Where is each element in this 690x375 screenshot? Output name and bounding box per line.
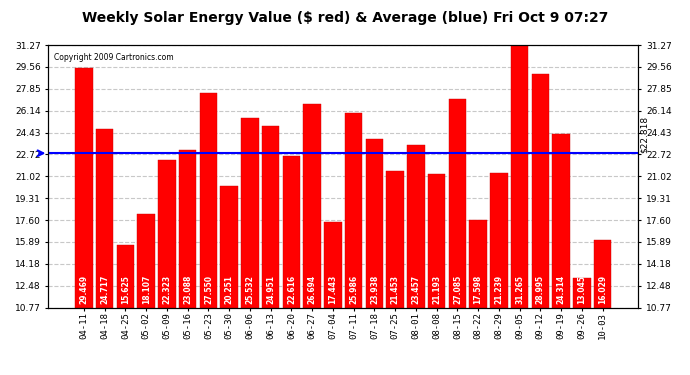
Text: Weekly Solar Energy Value ($ red) & Average (blue) Fri Oct 9 07:27: Weekly Solar Energy Value ($ red) & Aver… <box>82 11 608 25</box>
Bar <box>511 45 529 308</box>
Bar <box>573 278 591 308</box>
Text: 21.453: 21.453 <box>391 274 400 304</box>
Bar <box>179 150 197 308</box>
Text: 29.469: 29.469 <box>79 274 88 304</box>
Text: 21.193: 21.193 <box>432 274 441 304</box>
Text: 26.694: 26.694 <box>308 274 317 304</box>
Bar <box>552 134 570 308</box>
Text: Copyright 2009 Cartronics.com: Copyright 2009 Cartronics.com <box>55 53 174 62</box>
Text: 22.323: 22.323 <box>162 274 171 304</box>
Text: 17.598: 17.598 <box>473 274 482 304</box>
Bar <box>158 160 176 308</box>
Text: 23.088: 23.088 <box>183 274 193 304</box>
Text: $22.818: $22.818 <box>640 116 649 153</box>
Text: 31.265: 31.265 <box>515 274 524 304</box>
Bar <box>428 174 446 308</box>
Text: 20.251: 20.251 <box>225 274 234 304</box>
Text: 17.443: 17.443 <box>328 274 337 304</box>
Bar <box>220 186 238 308</box>
Text: 23.938: 23.938 <box>370 274 379 304</box>
Text: 21.239: 21.239 <box>494 274 504 304</box>
Bar <box>283 156 300 308</box>
Bar <box>407 145 425 308</box>
Bar <box>366 139 383 308</box>
Bar <box>345 112 362 308</box>
Bar <box>117 245 135 308</box>
Text: 16.029: 16.029 <box>598 274 607 304</box>
Text: 24.314: 24.314 <box>557 274 566 304</box>
Text: 23.457: 23.457 <box>411 274 420 304</box>
Bar <box>241 118 259 308</box>
Bar <box>96 129 113 308</box>
Text: 22.616: 22.616 <box>287 274 296 304</box>
Bar <box>304 104 321 308</box>
Text: 15.625: 15.625 <box>121 275 130 304</box>
Bar <box>324 222 342 308</box>
Bar <box>448 99 466 308</box>
Bar <box>75 68 92 308</box>
Bar <box>594 240 611 308</box>
Bar <box>531 74 549 307</box>
Bar <box>490 174 508 308</box>
Bar <box>262 126 279 308</box>
Bar <box>386 171 404 308</box>
Text: 24.951: 24.951 <box>266 274 275 304</box>
Text: 25.532: 25.532 <box>246 275 255 304</box>
Bar <box>469 220 487 308</box>
Text: 24.717: 24.717 <box>100 274 109 304</box>
Text: 28.995: 28.995 <box>536 274 545 304</box>
Text: 27.550: 27.550 <box>204 274 213 304</box>
Text: 27.085: 27.085 <box>453 274 462 304</box>
Text: 18.107: 18.107 <box>141 274 150 304</box>
Bar <box>137 213 155 308</box>
Text: 13.045: 13.045 <box>578 274 586 304</box>
Text: 25.986: 25.986 <box>349 274 358 304</box>
Bar <box>199 93 217 308</box>
